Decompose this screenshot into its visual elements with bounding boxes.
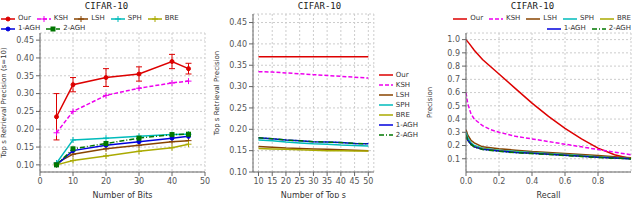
svg-text:0.20: 0.20: [16, 125, 34, 134]
svg-text:0.4: 0.4: [447, 115, 460, 124]
html-text:Our: Our: [395, 70, 409, 79]
svg-text:0.35: 0.35: [229, 61, 247, 70]
html-text:1-AGH: 1-AGH: [395, 120, 418, 129]
html-text:KSH: KSH: [395, 80, 411, 89]
html-text:1-AGH: 1-AGH: [563, 24, 586, 32]
html-text:CIFAR-10: CIFAR-10: [510, 1, 555, 11]
svg-text:30: 30: [308, 177, 318, 186]
svg-text:0.35: 0.35: [16, 72, 34, 81]
svg-text:0.5: 0.5: [447, 102, 460, 111]
svg-text:0.45: 0.45: [16, 36, 34, 45]
svg-text:Number of Top s: Number of Top s: [281, 191, 346, 198]
svg-text:0.3: 0.3: [447, 128, 460, 137]
svg-text:0.25: 0.25: [229, 104, 247, 113]
svg-text:0.0: 0.0: [460, 177, 473, 186]
html-text:2-AGH: 2-AGH: [395, 130, 418, 139]
html-text:BRE: BRE: [395, 110, 410, 119]
svg-text:0.7: 0.7: [447, 75, 460, 84]
svg-text:50: 50: [200, 177, 210, 186]
html-text:Our: Our: [18, 14, 31, 22]
svg-text:0.15: 0.15: [229, 146, 247, 155]
svg-text:0.8: 0.8: [447, 62, 460, 71]
svg-text:0.40: 0.40: [229, 40, 247, 49]
svg-text:Top s Retrieval Precision: Top s Retrieval Precision: [213, 51, 221, 136]
html-text:1-AGH: 1-AGH: [18, 24, 41, 32]
svg-text:0.40: 0.40: [16, 54, 34, 63]
html-text:LSH: LSH: [91, 14, 105, 22]
svg-text:20: 20: [281, 177, 291, 186]
svg-text:0.2: 0.2: [447, 141, 460, 150]
svg-text:0.10: 0.10: [229, 168, 247, 177]
svg-text:40: 40: [336, 177, 346, 186]
svg-text:40: 40: [167, 177, 177, 186]
svg-text:25: 25: [295, 177, 305, 186]
html-text:Our: Our: [470, 14, 483, 22]
svg-text:0.25: 0.25: [16, 107, 34, 116]
html-text:KSH: KSH: [53, 14, 69, 22]
svg-text:45: 45: [349, 177, 359, 186]
svg-text:0.6: 0.6: [447, 88, 460, 97]
svg-text:0.6: 0.6: [559, 177, 572, 186]
html-text:SPH: SPH: [127, 14, 142, 22]
svg-text:0.15: 0.15: [16, 143, 34, 152]
html-text:SPH: SPH: [580, 14, 594, 22]
html-text:2-AGH: 2-AGH: [608, 24, 631, 32]
html-text:2-AGH: 2-AGH: [63, 24, 86, 32]
svg-text:0.2: 0.2: [493, 177, 506, 186]
html-text:CIFAR-10: CIFAR-10: [84, 1, 129, 11]
svg-text:0.20: 0.20: [229, 125, 247, 134]
svg-text:Recall: Recall: [537, 191, 561, 198]
svg-text:0.10: 0.10: [16, 161, 34, 170]
svg-text:1.0: 1.0: [447, 35, 460, 44]
html-text:BRE: BRE: [616, 14, 631, 22]
html-text:BRE: BRE: [164, 14, 179, 22]
svg-text:15: 15: [267, 177, 277, 186]
svg-text:Number of Bits: Number of Bits: [93, 191, 153, 198]
svg-text:Top s Retrieval Precision (s=1: Top s Retrieval Precision (s=10): [8, 47, 9, 159]
svg-text:0: 0: [37, 177, 42, 186]
svg-text:30: 30: [134, 177, 144, 186]
svg-text:0.30: 0.30: [16, 89, 34, 98]
svg-text:0.9: 0.9: [447, 49, 460, 58]
svg-text:10: 10: [68, 177, 78, 186]
svg-text:0.45: 0.45: [229, 18, 247, 27]
svg-text:0.30: 0.30: [229, 82, 247, 91]
svg-text:10: 10: [253, 177, 263, 186]
svg-text:0.8: 0.8: [592, 177, 605, 186]
svg-text:0.4: 0.4: [526, 177, 539, 186]
html-text:LSH: LSH: [543, 14, 557, 22]
svg-text:50: 50: [363, 177, 373, 186]
html-text:SPH: SPH: [395, 100, 410, 109]
svg-text:20: 20: [101, 177, 111, 186]
html-text:CIFAR-10: CIFAR-10: [297, 1, 342, 11]
svg-text:35: 35: [322, 177, 332, 186]
svg-text:Precision: Precision: [426, 87, 434, 118]
html-text:KSH: KSH: [506, 14, 521, 22]
svg-text:0.1: 0.1: [447, 155, 460, 164]
html-text:LSH: LSH: [395, 90, 410, 99]
